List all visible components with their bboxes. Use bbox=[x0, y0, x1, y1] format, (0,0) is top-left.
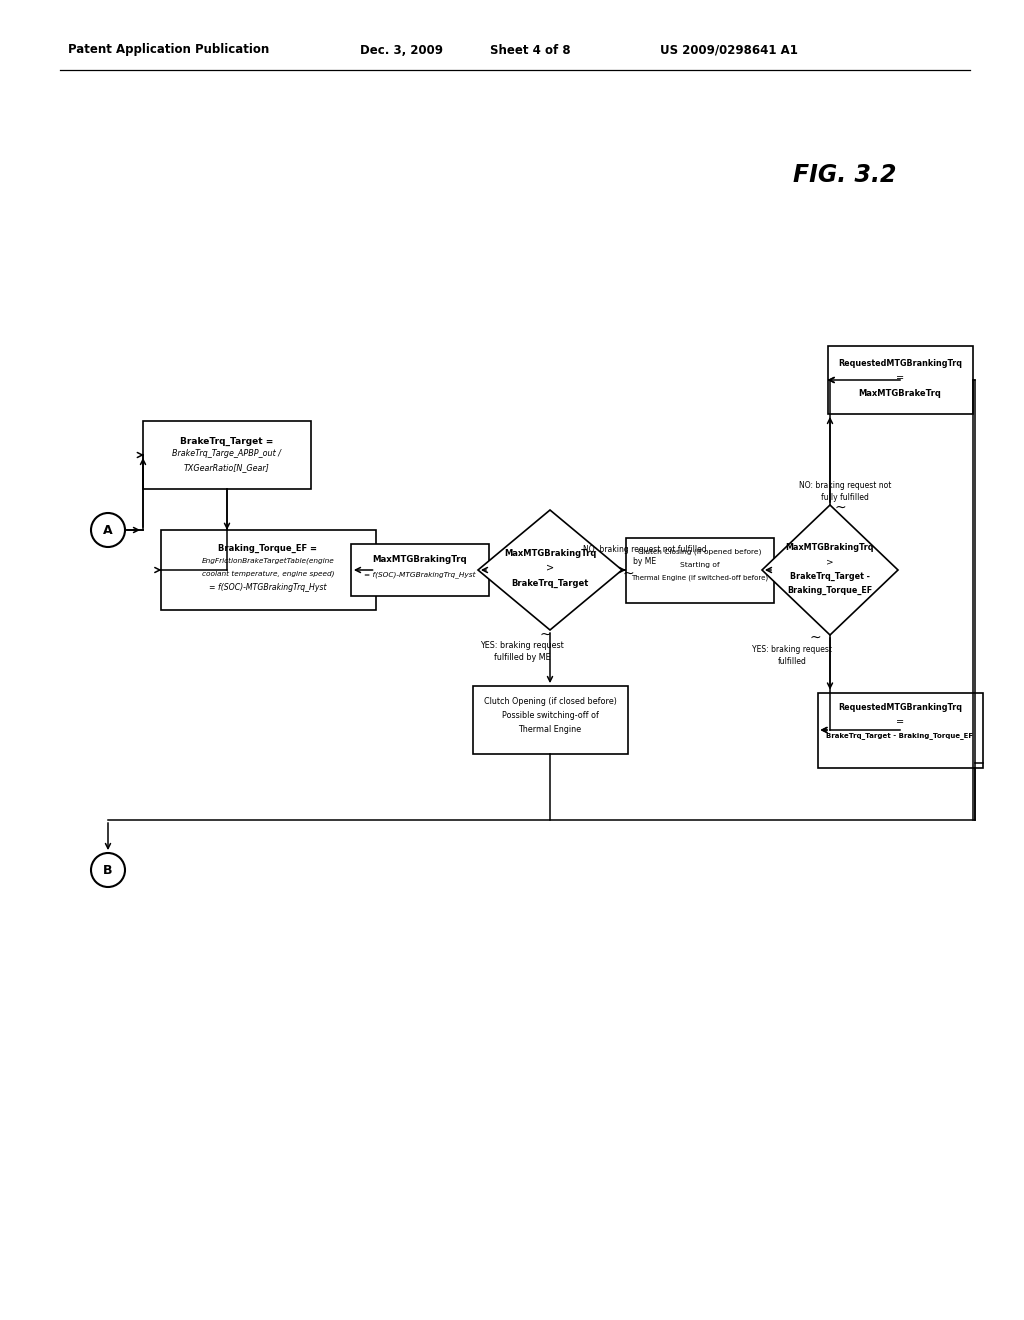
Text: Braking_Torque_EF: Braking_Torque_EF bbox=[787, 586, 872, 594]
Text: >: > bbox=[546, 564, 554, 573]
Text: >: > bbox=[826, 557, 834, 566]
Text: = f(SOC)-MTGBrakingTrq_Hyst: = f(SOC)-MTGBrakingTrq_Hyst bbox=[365, 572, 476, 578]
Bar bbox=[351, 544, 489, 597]
Bar bbox=[143, 421, 311, 488]
Text: US 2009/0298641 A1: US 2009/0298641 A1 bbox=[660, 44, 798, 57]
Text: MaxMTGBrakingTrq: MaxMTGBrakingTrq bbox=[785, 544, 874, 553]
Text: = f(SOC)-MTGBrakingTrq_Hyst: = f(SOC)-MTGBrakingTrq_Hyst bbox=[209, 583, 327, 593]
Text: BrakeTrq_Target: BrakeTrq_Target bbox=[511, 578, 589, 587]
Text: BrakeTrq_Targe_APBP_out /: BrakeTrq_Targe_APBP_out / bbox=[172, 450, 282, 458]
Circle shape bbox=[91, 513, 125, 546]
Text: BrakeTrq_Target =: BrakeTrq_Target = bbox=[180, 437, 273, 446]
Circle shape bbox=[91, 853, 125, 887]
Text: MaxMTGBrakingTrq: MaxMTGBrakingTrq bbox=[373, 554, 467, 564]
Text: B: B bbox=[103, 863, 113, 876]
Text: RequestedMTGBrankingTrq: RequestedMTGBrankingTrq bbox=[838, 704, 962, 713]
Text: RequestedMTGBrankingTrq: RequestedMTGBrankingTrq bbox=[838, 359, 962, 368]
Text: fulfilled by ME: fulfilled by ME bbox=[494, 653, 550, 663]
Bar bbox=[626, 537, 774, 602]
Text: ~: ~ bbox=[809, 631, 821, 645]
Text: ~: ~ bbox=[540, 628, 551, 642]
Text: NO: braking request not: NO: braking request not bbox=[799, 480, 891, 490]
Text: coolant temperature, engine speed): coolant temperature, engine speed) bbox=[202, 570, 334, 577]
Text: MaxMTGBrakeTrq: MaxMTGBrakeTrq bbox=[858, 388, 941, 397]
Text: Clutch Closing (if opened before): Clutch Closing (if opened before) bbox=[638, 549, 762, 556]
Text: fully fulfilled: fully fulfilled bbox=[821, 492, 869, 502]
Polygon shape bbox=[478, 510, 622, 630]
Text: EngFrictionBrakeTargetTable(engine: EngFrictionBrakeTargetTable(engine bbox=[202, 557, 335, 565]
Text: NO: braking request not fulfilled: NO: braking request not fulfilled bbox=[584, 545, 707, 554]
Text: ~: ~ bbox=[835, 502, 846, 515]
Text: =: = bbox=[896, 374, 904, 383]
Text: Braking_Torque_EF =: Braking_Torque_EF = bbox=[218, 544, 317, 553]
Text: Thermal Engine (if switched-off before): Thermal Engine (if switched-off before) bbox=[632, 574, 769, 581]
Text: Starting of: Starting of bbox=[680, 562, 720, 568]
Text: YES: braking request: YES: braking request bbox=[752, 645, 831, 655]
Bar bbox=[161, 531, 376, 610]
Text: MaxMTGBrakingTrq: MaxMTGBrakingTrq bbox=[504, 549, 596, 558]
Text: Possible switching-off of: Possible switching-off of bbox=[502, 710, 598, 719]
Bar bbox=[817, 693, 982, 767]
Text: BrakeTrq_Target -: BrakeTrq_Target - bbox=[791, 572, 870, 581]
Text: ~: ~ bbox=[623, 568, 634, 581]
Text: Sheet 4 of 8: Sheet 4 of 8 bbox=[490, 44, 570, 57]
Bar bbox=[472, 686, 628, 754]
Bar bbox=[827, 346, 973, 414]
Text: FIG. 3.2: FIG. 3.2 bbox=[793, 162, 896, 187]
Text: A: A bbox=[103, 524, 113, 536]
Text: YES: braking request: YES: braking request bbox=[480, 642, 564, 651]
Text: BrakeTrq_Target - Braking_Torque_EF: BrakeTrq_Target - Braking_Torque_EF bbox=[826, 733, 974, 739]
Text: Clutch Opening (if closed before): Clutch Opening (if closed before) bbox=[483, 697, 616, 706]
Text: fulfilled: fulfilled bbox=[777, 657, 807, 667]
Polygon shape bbox=[762, 506, 898, 635]
Text: Thermal Engine: Thermal Engine bbox=[518, 725, 582, 734]
Text: by ME: by ME bbox=[634, 557, 656, 566]
Text: Patent Application Publication: Patent Application Publication bbox=[68, 44, 269, 57]
Text: Dec. 3, 2009: Dec. 3, 2009 bbox=[360, 44, 443, 57]
Text: =: = bbox=[896, 717, 904, 727]
Text: TXGearRatio[N_Gear]: TXGearRatio[N_Gear] bbox=[184, 463, 270, 473]
